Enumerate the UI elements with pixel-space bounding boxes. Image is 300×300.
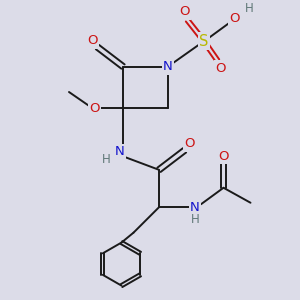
Text: O: O: [87, 34, 97, 47]
Text: H: H: [245, 2, 254, 15]
Text: O: O: [215, 61, 226, 75]
Text: O: O: [179, 5, 190, 18]
Text: N: N: [190, 201, 200, 214]
Text: N: N: [163, 60, 173, 73]
Text: H: H: [190, 213, 200, 226]
Text: O: O: [89, 102, 100, 115]
Text: H: H: [102, 153, 111, 167]
Text: S: S: [199, 34, 209, 49]
Text: O: O: [230, 12, 240, 25]
Text: O: O: [184, 137, 195, 150]
Text: N: N: [115, 146, 125, 158]
Text: O: O: [218, 150, 229, 163]
